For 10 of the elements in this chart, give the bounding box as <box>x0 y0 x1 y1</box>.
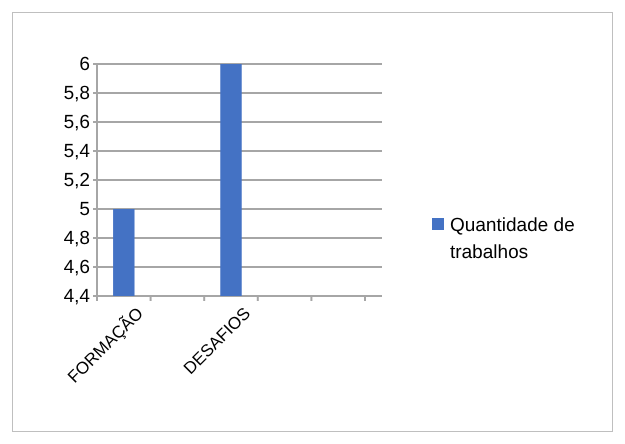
y-tick-label: 4,4 <box>64 286 90 308</box>
y-tick-label: 5,2 <box>64 170 90 192</box>
y-tick-label: 4,6 <box>64 257 90 278</box>
y-tick-label: 6 <box>79 54 90 76</box>
y-tick-label: 5,8 <box>64 83 90 104</box>
y-tick-label: 4,8 <box>64 228 90 250</box>
y-tick-label: 5,4 <box>64 141 90 162</box>
y-tick-label: 5,6 <box>64 112 90 134</box>
legend-label: Quantidade de trabalhos <box>450 215 575 263</box>
y-tick-label: 5 <box>79 199 90 220</box>
